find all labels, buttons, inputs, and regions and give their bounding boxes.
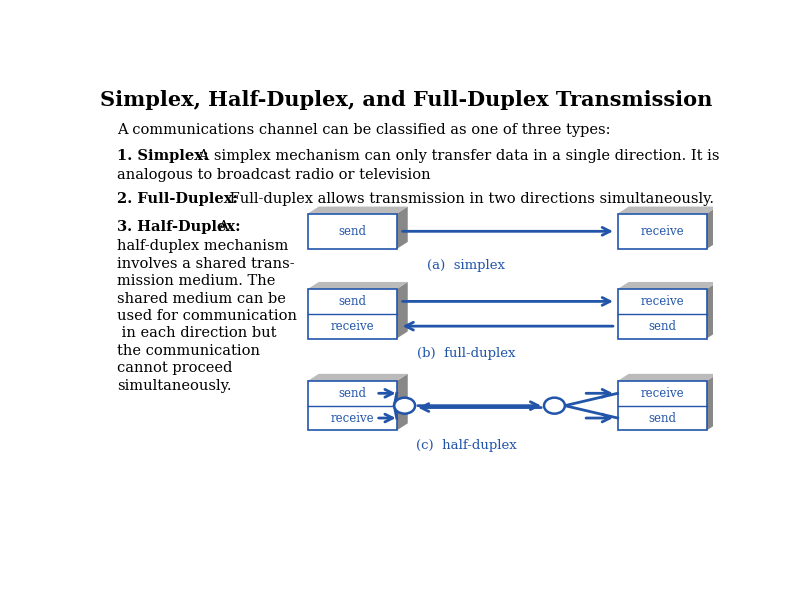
Circle shape [394,398,415,414]
Polygon shape [618,207,718,214]
Polygon shape [308,207,408,214]
Bar [308,289,397,338]
Text: A simplex mechanism can only transfer data in a single direction. It is: A simplex mechanism can only transfer da… [194,149,720,163]
Text: involves a shared trans-: involves a shared trans- [117,257,295,271]
Circle shape [544,398,565,414]
Text: receive: receive [641,387,684,400]
Text: shared medium can be: shared medium can be [117,292,286,305]
Text: cannot proceed: cannot proceed [117,361,233,375]
Text: (b)  full-duplex: (b) full-duplex [417,347,516,360]
Text: send: send [338,225,366,238]
Polygon shape [706,282,718,338]
Text: 3. Half-Duplex:: 3. Half-Duplex: [117,220,241,234]
Polygon shape [308,374,408,381]
Bar [618,214,706,249]
Text: receive: receive [330,319,374,333]
Polygon shape [397,374,408,430]
Text: analogous to broadcast radio or television: analogous to broadcast radio or televisi… [117,168,431,182]
Polygon shape [308,282,408,289]
Text: (a)  simplex: (a) simplex [427,259,505,272]
Polygon shape [397,282,408,338]
Text: receive: receive [641,225,684,238]
Polygon shape [397,207,408,249]
Polygon shape [706,207,718,249]
Bar [308,214,397,249]
Text: half-duplex mechanism: half-duplex mechanism [117,239,289,253]
Text: 1. Simplex:: 1. Simplex: [117,149,209,163]
Text: Simplex, Half-Duplex, and Full-Duplex Transmission: Simplex, Half-Duplex, and Full-Duplex Tr… [100,90,712,110]
Text: Full-duplex allows transmission in two directions simultaneously.: Full-duplex allows transmission in two d… [225,192,714,206]
Text: send: send [648,411,676,425]
Text: A communications channel can be classified as one of three types:: A communications channel can be classifi… [117,123,611,137]
Text: 2. Full-Duplex:: 2. Full-Duplex: [117,192,238,206]
Text: send: send [338,295,366,308]
Text: the communication: the communication [117,344,261,358]
Polygon shape [618,374,718,381]
Text: in each direction but: in each direction but [117,326,277,340]
Bar [618,289,706,338]
Polygon shape [706,374,718,430]
Polygon shape [618,282,718,289]
Bar [618,381,706,430]
Text: receive: receive [330,411,374,425]
Text: (c)  half-duplex: (c) half-duplex [416,439,516,452]
Text: send: send [338,387,366,400]
Text: mission medium. The: mission medium. The [117,274,276,288]
Bar [308,381,397,430]
Text: receive: receive [641,295,684,308]
Text: A: A [215,220,230,234]
Text: simultaneously.: simultaneously. [117,379,232,393]
Text: used for communication: used for communication [117,309,298,323]
Text: send: send [648,319,676,333]
